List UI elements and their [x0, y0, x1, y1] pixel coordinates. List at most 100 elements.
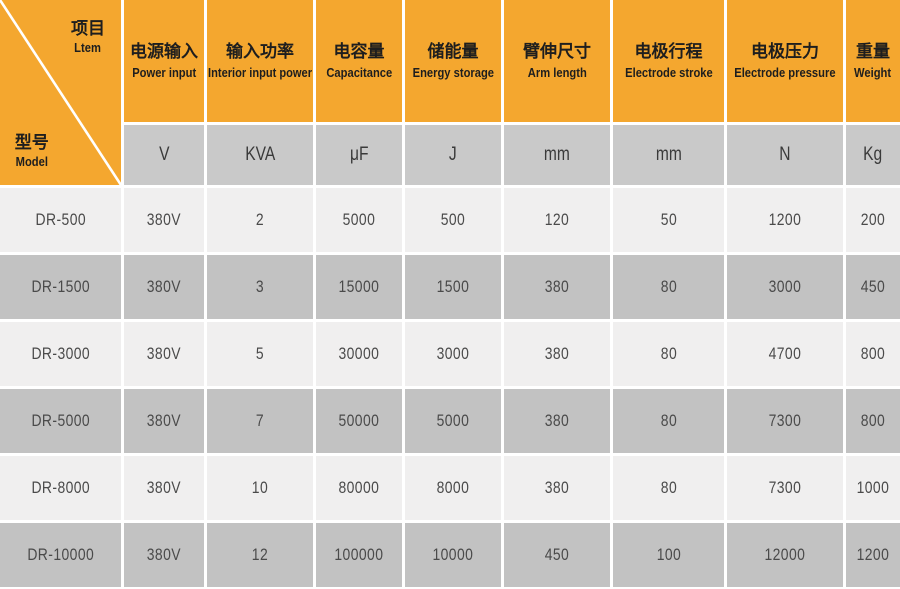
column-header-en: Electrode stroke [624, 65, 713, 81]
value-cell: 5000 [405, 389, 501, 453]
column-header-7: 电极压力 Electrode pressure [727, 0, 843, 122]
unit-cell-3: μF [316, 125, 402, 185]
column-header-en: Interior input power [208, 65, 312, 81]
model-label: DR-1500 [31, 277, 90, 296]
model-cell: DR-10000 [0, 523, 121, 587]
value-label: 80 [660, 344, 677, 363]
value-cell: 1200 [727, 188, 843, 252]
value-label: 380 [544, 478, 570, 497]
diagonal-divider-icon [0, 0, 121, 185]
column-header-zh: 重量 [856, 42, 890, 62]
value-cell: 380V [124, 389, 204, 453]
model-label: DR-500 [35, 210, 86, 229]
value-label: 380V [146, 277, 182, 296]
value-cell: 380V [124, 322, 204, 386]
unit-label: KVA [244, 144, 276, 165]
value-label: 1500 [436, 277, 470, 296]
column-header-en: Capacitance [326, 65, 392, 81]
column-header-2: 输入功率 Interior input power [207, 0, 313, 122]
column-header-zh: 电极行程 [634, 42, 703, 62]
model-cell: DR-1500 [0, 255, 121, 319]
value-cell: 7300 [727, 389, 843, 453]
value-label: 800 [860, 344, 886, 363]
column-header-en: Electrode pressure [734, 65, 836, 81]
value-cell: 5000 [316, 188, 402, 252]
unit-cell-4: J [405, 125, 501, 185]
value-cell: 5 [207, 322, 313, 386]
corner-item-label: 项目 Ltem [71, 18, 105, 57]
unit-cell-2: KVA [207, 125, 313, 185]
model-label: DR-10000 [27, 545, 94, 564]
value-cell: 30000 [316, 322, 402, 386]
value-cell: 12000 [727, 523, 843, 587]
value-label: 10000 [432, 545, 474, 564]
value-cell: 3000 [405, 322, 501, 386]
value-label: 3000 [436, 344, 470, 363]
corner-model-label: 型号 Model [13, 132, 51, 171]
value-label: 380 [544, 411, 570, 430]
value-label: 100000 [334, 545, 384, 564]
unit-cell-8: Kg [846, 125, 900, 185]
column-header-en: Weight [854, 65, 892, 81]
column-header-8: 重量 Weight [846, 0, 900, 122]
value-cell: 500 [405, 188, 501, 252]
corner-model-label-zh: 型号 [14, 132, 49, 152]
model-cell: DR-5000 [0, 389, 121, 453]
model-label: DR-3000 [31, 344, 90, 363]
value-label: 100 [656, 545, 681, 564]
value-label: 3000 [768, 277, 802, 296]
value-label: 80 [660, 411, 677, 430]
value-cell: 450 [846, 255, 900, 319]
column-header-5: 臂伸尺寸 Arm length [504, 0, 610, 122]
value-label: 12 [251, 545, 269, 564]
value-cell: 7300 [727, 456, 843, 520]
column-header-3: 电容量 Capacitance [316, 0, 402, 122]
unit-label: mm [544, 144, 570, 165]
value-cell: 380 [504, 389, 610, 453]
value-label: 380 [544, 277, 570, 296]
value-cell: 80 [613, 255, 724, 319]
column-header-en: Power input [132, 65, 196, 81]
column-header-zh: 电源输入 [130, 42, 198, 62]
corner-item-label-en: Ltem [74, 40, 102, 56]
value-label: 10 [251, 478, 269, 497]
column-header-zh: 臂伸尺寸 [523, 42, 591, 62]
value-label: 12000 [764, 545, 806, 564]
value-label: 380V [146, 344, 182, 363]
unit-cell-7: N [727, 125, 843, 185]
value-label: 450 [544, 545, 570, 564]
value-label: 3 [255, 277, 265, 296]
value-cell: 80 [613, 456, 724, 520]
unit-label: μF [349, 144, 369, 165]
unit-cell-5: mm [504, 125, 610, 185]
value-label: 2 [255, 210, 265, 229]
value-cell: 800 [846, 322, 900, 386]
value-label: 4700 [768, 344, 802, 363]
value-label: 380 [544, 344, 570, 363]
model-label: DR-8000 [31, 478, 90, 497]
value-cell: 1500 [405, 255, 501, 319]
column-header-1: 电源输入 Power input [124, 0, 204, 122]
value-label: 80 [660, 277, 677, 296]
unit-label: V [158, 144, 170, 165]
value-label: 380V [146, 478, 182, 497]
value-cell: 15000 [316, 255, 402, 319]
value-cell: 380V [124, 188, 204, 252]
column-header-zh: 储能量 [427, 42, 479, 62]
value-label: 5 [255, 344, 265, 363]
unit-cell-1: V [124, 125, 204, 185]
value-label: 1200 [856, 545, 890, 564]
column-header-zh: 电极压力 [751, 42, 819, 62]
value-label: 80 [660, 478, 677, 497]
value-label: 1000 [856, 478, 890, 497]
unit-label: N [779, 144, 791, 165]
value-cell: 3 [207, 255, 313, 319]
value-cell: 4700 [727, 322, 843, 386]
column-header-zh: 电容量 [333, 42, 385, 62]
value-label: 8000 [436, 478, 470, 497]
unit-cell-6: mm [613, 125, 724, 185]
value-label: 450 [860, 277, 886, 296]
value-label: 380V [146, 210, 182, 229]
